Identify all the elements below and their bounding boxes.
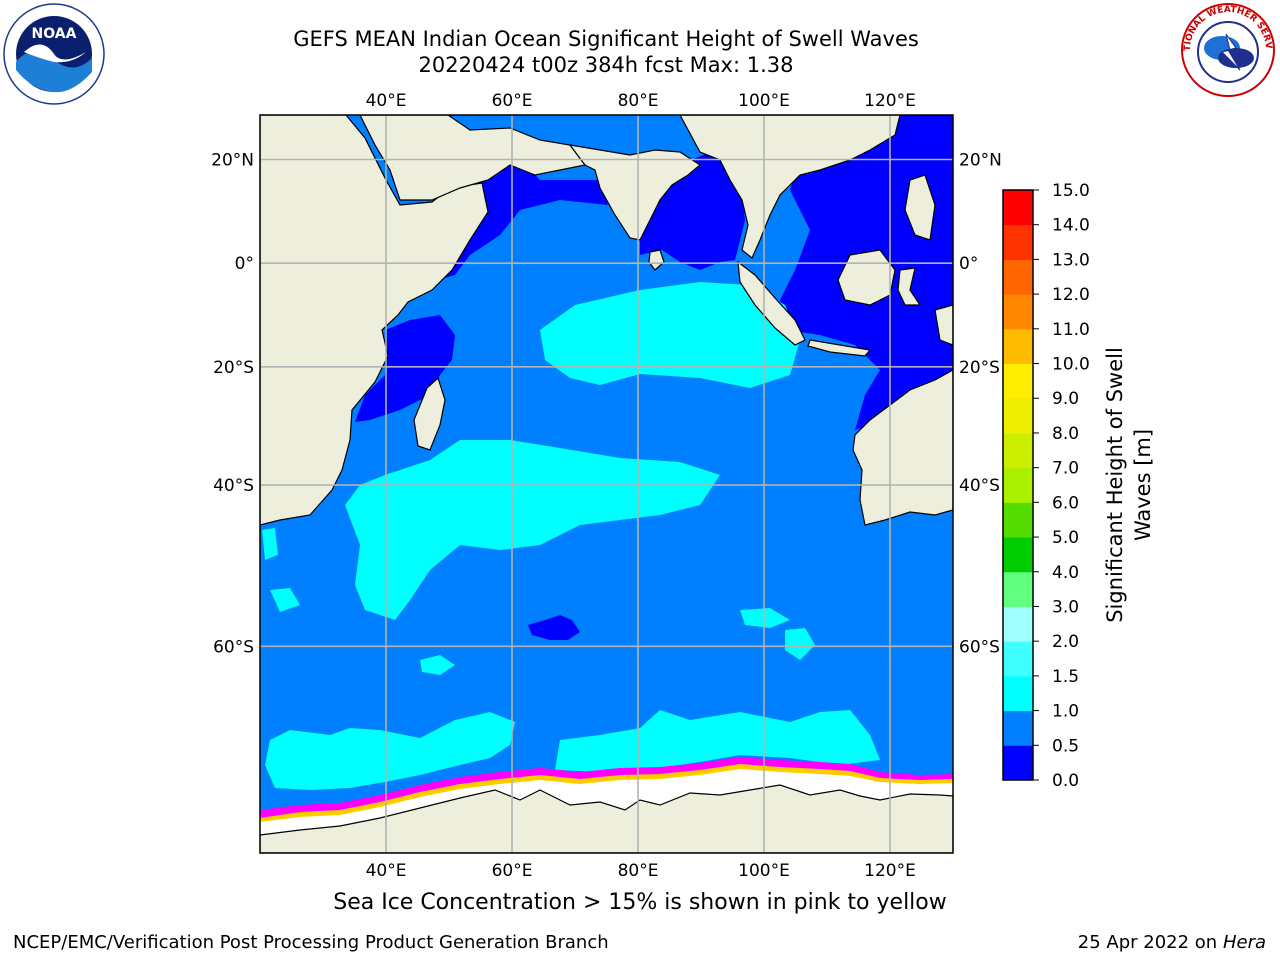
lon-label-bottom: 60°E xyxy=(492,861,533,881)
colorbar-level-label: 12.0 xyxy=(1052,285,1090,305)
land-new-guinea xyxy=(934,304,953,346)
lat-label-right: 0° xyxy=(959,254,978,274)
colorbar-frame xyxy=(1002,189,1034,781)
colorbar: 0.0 0.5 1.0 1.5 2.0 3.0 4.0 5.0 6.0 7.0 8.0 9.0 10.0… xyxy=(1002,181,1090,791)
lat-label-left: 20°N xyxy=(211,151,254,171)
colorbar-swatch xyxy=(1003,224,1033,260)
title-line-2: 20220424 t00z 384h fcst Max: 1.38 xyxy=(418,53,794,77)
colorbar-title-line-1: Significant Height of Swell xyxy=(1103,347,1127,623)
subantarctic-calm-patch xyxy=(528,615,580,640)
colorbar-swatch xyxy=(1003,259,1033,295)
patch-mid-1 xyxy=(740,608,790,628)
colorbar-swatch xyxy=(1003,537,1033,573)
colorbar-swatch xyxy=(1003,641,1033,677)
colorbar-level-label: 6.0 xyxy=(1052,493,1079,513)
colorbar-level-label: 15.0 xyxy=(1052,181,1090,201)
lon-label-top: 60°E xyxy=(492,91,533,111)
map-title: GEFS MEAN Indian Ocean Significant Heigh… xyxy=(0,26,1212,78)
map-frame xyxy=(259,114,954,854)
land-arabia-iran xyxy=(359,115,587,201)
noaa-logo-text: NOAA xyxy=(32,26,77,42)
colorbar-swatch xyxy=(1003,294,1033,330)
title-line-1: GEFS MEAN Indian Ocean Significant Heigh… xyxy=(293,27,919,51)
colorbar-level-label: 3.0 xyxy=(1052,597,1079,617)
lon-label-top: 120°E xyxy=(864,91,916,111)
nws-logo: NATIONAL WEATHER SERVICE xyxy=(1178,0,1275,97)
mozambique-calm xyxy=(355,315,455,422)
land-antarctica xyxy=(260,784,953,853)
graticule xyxy=(260,115,953,853)
date-text: 25 Apr 2022 on xyxy=(1077,932,1223,953)
colorbar-swatch xyxy=(1003,467,1033,503)
colorbar-level-label: 14.0 xyxy=(1052,216,1090,236)
colorbar-level-label: 2.0 xyxy=(1052,632,1079,652)
lat-label-left: 40°S xyxy=(213,476,254,496)
colorbar-level-label: 8.0 xyxy=(1052,424,1079,444)
map-area xyxy=(260,115,953,853)
colorbar-swatch xyxy=(1003,710,1033,746)
colorbar-swatch xyxy=(1003,328,1033,365)
patch-mid-3 xyxy=(420,655,455,675)
date-stamp: 25 Apr 2022 on Hera xyxy=(1078,932,1266,953)
colorbar-level-label: 4.0 xyxy=(1052,563,1079,583)
land-africa xyxy=(260,115,489,526)
patch-west-1 xyxy=(262,528,278,560)
colorbar-swatch xyxy=(1003,675,1033,712)
colorbar-swatch xyxy=(1003,571,1033,607)
colorbar-level-label: 1.5 xyxy=(1052,667,1079,687)
colorbar-level-label: 7.0 xyxy=(1052,459,1079,479)
land-mainland-southeast-asia xyxy=(679,115,901,259)
equatorial-swell xyxy=(540,282,800,388)
lon-label-top: 80°E xyxy=(618,91,659,111)
lon-label-bottom: 120°E xyxy=(864,861,916,881)
colorbar-swatch xyxy=(1003,398,1033,434)
colorbar-level-label: 9.0 xyxy=(1052,389,1079,409)
land-australia xyxy=(852,369,953,526)
colorbar-level-label: 13.0 xyxy=(1052,250,1090,270)
lon-label-top: 40°E xyxy=(366,91,407,111)
colorbar-swatch xyxy=(1003,363,1033,399)
credit-line: NCEP/EMC/Verification Post Processing Pr… xyxy=(13,932,609,953)
land-java xyxy=(807,339,872,357)
lat-label-right: 20°N xyxy=(959,151,1002,171)
lon-label-bottom: 100°E xyxy=(738,861,790,881)
patch-west-2 xyxy=(270,588,300,612)
lon-label-top: 100°E xyxy=(738,91,790,111)
colorbar-swatch xyxy=(1003,502,1033,538)
southern-swell-east xyxy=(555,710,880,772)
lat-label-right: 40°S xyxy=(959,476,1000,496)
colorbar-swatch xyxy=(1003,432,1033,469)
host-name: Hera xyxy=(1222,932,1266,953)
colorbar-swatch xyxy=(1003,745,1033,781)
land-philippines xyxy=(904,174,936,241)
land-sulawesi xyxy=(897,267,922,306)
lat-label-left: 60°S xyxy=(213,637,254,657)
land-sumatra xyxy=(737,260,806,346)
colorbar-level-label: 5.0 xyxy=(1052,528,1079,548)
land-madagascar xyxy=(413,376,446,451)
noaa-logo: NOAA xyxy=(3,3,105,105)
lat-label-left: 20°S xyxy=(213,358,254,378)
lon-label-bottom: 40°E xyxy=(366,861,407,881)
colorbar-level-label: 0.5 xyxy=(1052,736,1079,756)
colorbar-level-label: 0.0 xyxy=(1052,771,1079,791)
lon-label-bottom: 80°E xyxy=(618,861,659,881)
land-india xyxy=(568,144,702,241)
colorbar-level-label: 10.0 xyxy=(1052,355,1090,375)
sea-ice-note: Sea Ice Concentration > 15% is shown in … xyxy=(333,890,947,915)
lat-label-left: 0° xyxy=(235,254,254,274)
colorbar-level-label: 1.0 xyxy=(1052,702,1079,722)
southern-swell-west xyxy=(265,712,515,790)
land-masses xyxy=(260,115,953,526)
colorbar-swatch xyxy=(1003,606,1033,642)
colorbar-swatch xyxy=(1003,190,1033,226)
land-sri-lanka xyxy=(648,249,665,271)
patch-mid-2 xyxy=(785,628,815,660)
axis-tick-labels: 40°E 40°E 60°E 60°E 80°E 80°E 100°E 100°E 120°E 1… xyxy=(211,91,1002,881)
lat-label-right: 20°S xyxy=(959,358,1000,378)
colorbar-title-line-2: Waves [m] xyxy=(1131,429,1155,541)
colorbar-level-label: 11.0 xyxy=(1052,320,1090,340)
lat-label-right: 60°S xyxy=(959,637,1000,657)
